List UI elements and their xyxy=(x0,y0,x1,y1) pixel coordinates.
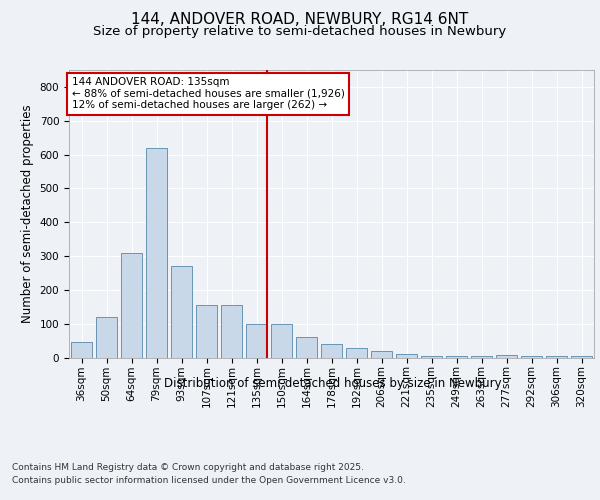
Y-axis label: Number of semi-detached properties: Number of semi-detached properties xyxy=(21,104,34,323)
Bar xyxy=(371,350,392,358)
Bar xyxy=(321,344,342,358)
Bar xyxy=(221,305,242,358)
Bar xyxy=(496,355,517,358)
Text: Contains public sector information licensed under the Open Government Licence v3: Contains public sector information licen… xyxy=(12,476,406,485)
Bar xyxy=(396,354,417,358)
Text: 144 ANDOVER ROAD: 135sqm
← 88% of semi-detached houses are smaller (1,926)
12% o: 144 ANDOVER ROAD: 135sqm ← 88% of semi-d… xyxy=(71,77,344,110)
Bar xyxy=(521,356,542,358)
Bar xyxy=(421,356,442,358)
Bar xyxy=(196,305,217,358)
Bar xyxy=(296,337,317,357)
Bar xyxy=(146,148,167,358)
Bar xyxy=(96,317,117,358)
Bar xyxy=(546,356,567,358)
Bar xyxy=(121,252,142,358)
Bar xyxy=(246,324,267,358)
Text: Distribution of semi-detached houses by size in Newbury: Distribution of semi-detached houses by … xyxy=(164,378,502,390)
Bar xyxy=(271,324,292,358)
Text: Size of property relative to semi-detached houses in Newbury: Size of property relative to semi-detach… xyxy=(94,25,506,38)
Bar xyxy=(471,356,492,358)
Bar xyxy=(346,348,367,358)
Text: 144, ANDOVER ROAD, NEWBURY, RG14 6NT: 144, ANDOVER ROAD, NEWBURY, RG14 6NT xyxy=(131,12,469,28)
Text: Contains HM Land Registry data © Crown copyright and database right 2025.: Contains HM Land Registry data © Crown c… xyxy=(12,462,364,471)
Bar xyxy=(171,266,192,358)
Bar xyxy=(71,342,92,357)
Bar xyxy=(446,356,467,358)
Bar xyxy=(571,356,592,358)
